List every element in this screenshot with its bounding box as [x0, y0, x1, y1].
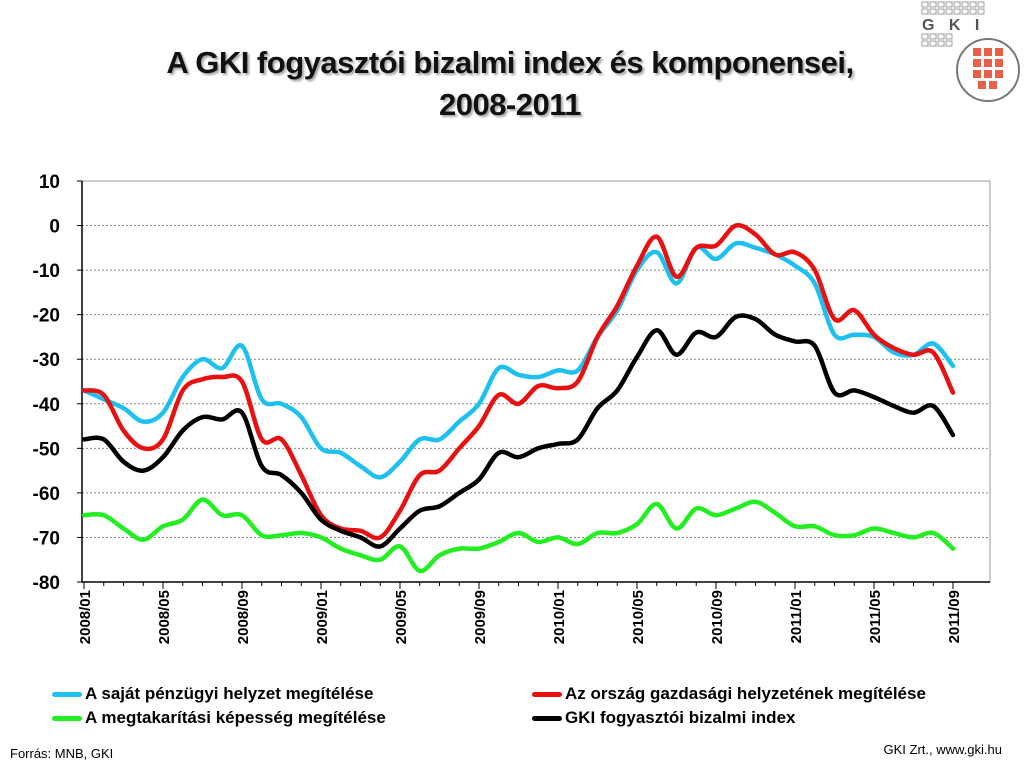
x-tick-label: 2011/05 — [867, 590, 884, 643]
x-tick-label: 2009/01 — [314, 590, 331, 644]
y-tick-label: -30 — [33, 350, 60, 371]
y-tick-label: -40 — [33, 395, 60, 416]
series-line-1 — [81, 222, 956, 541]
x-axis: 2008/01 2008/05 2008/09 2009/01 2009/05 2009/… — [77, 581, 990, 644]
y-tick-label: -70 — [33, 528, 60, 549]
chart-title-line1: A GKI fogyasztói bizalmi index és kompon… — [166, 45, 854, 80]
x-tick-label: 2008/01 — [77, 590, 94, 644]
y-tick-label: -10 — [33, 261, 60, 282]
y-tick-label: -80 — [33, 573, 60, 594]
plot-area-border — [81, 180, 991, 583]
y-tick-label: 0 — [49, 217, 60, 238]
x-tick-label: 2009/05 — [393, 590, 410, 644]
x-tick-label: 2010/01 — [551, 590, 568, 644]
source-note: Forrás: MNB, GKI — [10, 746, 114, 761]
series-lines — [81, 222, 956, 574]
series-line-0 — [81, 240, 956, 480]
y-tick-label: -60 — [33, 484, 60, 505]
series-line-2 — [81, 497, 956, 574]
chart-title: A GKI fogyasztói bizalmi index és kompon… — [110, 42, 910, 126]
y-tick-label: -20 — [33, 306, 60, 327]
chart-title-line2: 2008-2011 — [438, 87, 582, 122]
y-axis: 10 0 -10 -20 -30 -40 -50 -60 -70 -80 — [33, 172, 83, 594]
gridlines — [82, 180, 990, 583]
x-tick-label: 2008/09 — [235, 590, 252, 644]
credit-note: GKI Zrt., www.gki.hu — [883, 742, 1002, 757]
svg-text:G K I: G K I — [922, 17, 984, 34]
x-tick-label: 2008/05 — [156, 590, 173, 644]
x-tick-label: 2010/09 — [709, 590, 726, 644]
series-line-3 — [81, 313, 956, 549]
x-tick-label: 2011/01 — [788, 590, 805, 643]
y-tick-label: 10 — [39, 172, 60, 193]
gki-logo-icon: G K I — [921, 1, 1020, 102]
y-tick-label: -50 — [33, 439, 60, 460]
x-tick-label: 2011/09 — [946, 590, 963, 643]
x-tick-label: 2010/05 — [630, 590, 647, 644]
x-tick-label: 2009/09 — [472, 590, 489, 644]
